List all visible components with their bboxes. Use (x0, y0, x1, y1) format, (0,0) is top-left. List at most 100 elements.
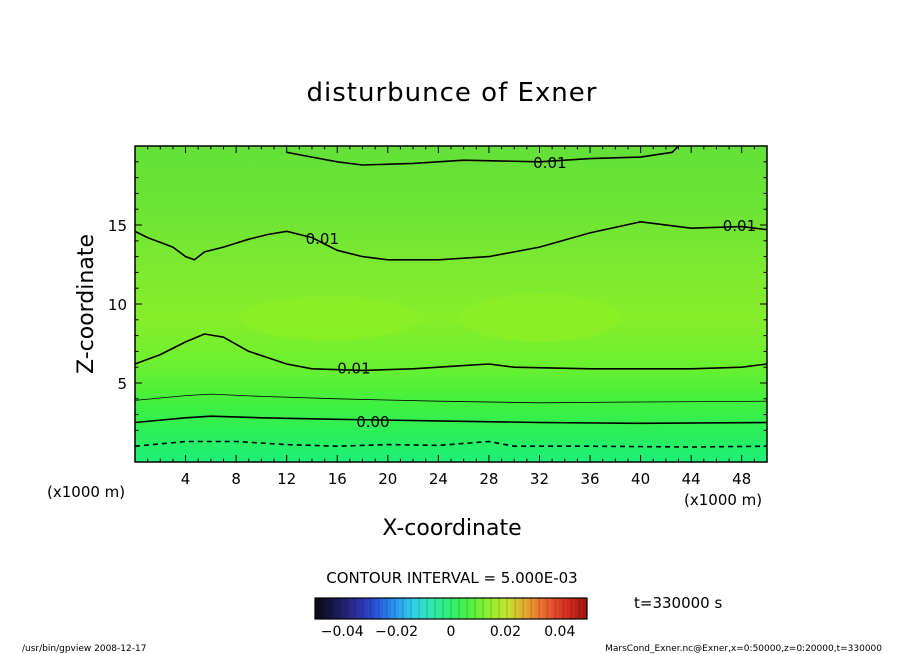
colorbar-cell (351, 598, 356, 619)
colorbar-cell (323, 598, 328, 619)
colorbar-cell (579, 598, 584, 619)
colorbar-cell (551, 598, 556, 619)
field-highlight (460, 294, 620, 342)
colorbar-cell (343, 598, 348, 619)
x-tick-label: 4 (181, 470, 191, 488)
contour-labels: 0.00 0.01 0.01 0.01 0.01 (306, 154, 757, 431)
colorbar-cell (347, 598, 352, 619)
colorbar-cell (455, 598, 460, 619)
footer-left: /usr/bin/gpview 2008-12-17 (22, 644, 146, 654)
x-tick-label: 40 (631, 470, 650, 488)
colorbar-cell (507, 598, 512, 619)
colorbar-cell (499, 598, 504, 619)
x-tick-label: 48 (732, 470, 751, 488)
chart-title: disturbunce of Exner (307, 78, 598, 108)
contour-line-1 (135, 333, 767, 372)
colorbar-cell (563, 598, 568, 619)
colorbar-cell (415, 598, 420, 619)
y-tick-label: 10 (108, 296, 127, 314)
colorbar-cell (463, 598, 468, 619)
contour-lines (135, 146, 767, 448)
contour-line-0 (135, 415, 767, 425)
colorbar-cell (471, 598, 476, 619)
colorbar-cell (427, 598, 432, 619)
colorbar-cell (571, 598, 576, 619)
colorbar-cell (339, 598, 344, 619)
footer-right: MarsCond_Exner.nc@Exner,x=0:50000,z=0:20… (605, 644, 882, 654)
colorbar-cell (371, 598, 376, 619)
colorbar-cell (567, 598, 572, 619)
colorbar-cell (535, 598, 540, 619)
x-tick-label: 16 (328, 470, 347, 488)
contour-line-4 (135, 440, 767, 448)
y-axis-label: Z-coordinate (74, 234, 99, 374)
colorbar-cell (483, 598, 488, 619)
colorbar-cell (359, 598, 364, 619)
colorbar-cell (511, 598, 516, 619)
colorbar-tick-label: 0 (447, 624, 456, 640)
colorbar-tick-label: −0.04 (321, 624, 364, 640)
y-tick-label: 5 (117, 375, 127, 393)
colorbar-cell (383, 598, 388, 619)
colorbar-cell (475, 598, 480, 619)
x-axis-label: X-coordinate (382, 516, 521, 541)
colorbar-cell (447, 598, 452, 619)
colorbar-cell (431, 598, 436, 619)
x-tick-label: 28 (479, 470, 498, 488)
x-tick-label: 36 (580, 470, 599, 488)
colorbar-cell (403, 598, 408, 619)
colorbar-cell (423, 598, 428, 619)
colorbar-cell (443, 598, 448, 619)
colorbar-cell (411, 598, 416, 619)
colorbar-cell (327, 598, 332, 619)
contour-line-3 (286, 146, 680, 166)
colorbar-cell (575, 598, 580, 619)
colorbar-cell (467, 598, 472, 619)
colorbar-cell (527, 598, 532, 619)
colorbar-cell (503, 598, 508, 619)
colorbar-cell (407, 598, 412, 619)
x-unit-left: (x1000 m) (47, 483, 125, 501)
colorbar-cell (419, 598, 424, 619)
colorbar-cell (583, 598, 588, 619)
x-tick-label: 20 (378, 470, 397, 488)
colorbar-cell (495, 598, 500, 619)
colorbar-tick-label: 0.02 (490, 624, 521, 640)
colorbar-cell (335, 598, 340, 619)
colorbar-cell (379, 598, 384, 619)
contour-line-5 (135, 393, 767, 404)
colorbar-cell (319, 598, 324, 619)
x-tick-label: 32 (530, 470, 549, 488)
colorbar-cell (559, 598, 564, 619)
colorbar-cell (523, 598, 528, 619)
colorbar-cell (387, 598, 392, 619)
colorbar: −0.04 −0.02 0 0.02 0.04 (314, 597, 588, 640)
time-label: t=330000 s (634, 594, 722, 612)
colorbar-cell (487, 598, 492, 619)
x-tick-label: 24 (429, 470, 448, 488)
colorbar-cell (543, 598, 548, 619)
colorbar-cell (479, 598, 484, 619)
x-unit-right: (x1000 m) (684, 491, 762, 509)
contour-label-0: 0.00 (356, 413, 389, 431)
colorbar-cell (375, 598, 380, 619)
plot-field (135, 146, 767, 462)
colorbar-frame (314, 597, 588, 620)
colorbar-cell (355, 598, 360, 619)
colorbar-cell (363, 598, 368, 619)
colorbar-tick-label: 0.04 (544, 624, 575, 640)
contour-label-4: 0.01 (723, 217, 756, 235)
colorbar-cell (331, 598, 336, 619)
x-tick-label: 44 (682, 470, 701, 488)
contour-label-3: 0.01 (533, 154, 566, 172)
colorbar-cell (515, 598, 520, 619)
colorbar-cell (531, 598, 536, 619)
contour-line-2 (135, 221, 767, 261)
x-tick-label: 8 (231, 470, 241, 488)
contour-label-2: 0.01 (306, 230, 339, 248)
colorbar-cell (399, 598, 404, 619)
colorbar-cell (395, 598, 400, 619)
colorbar-cell (491, 598, 496, 619)
